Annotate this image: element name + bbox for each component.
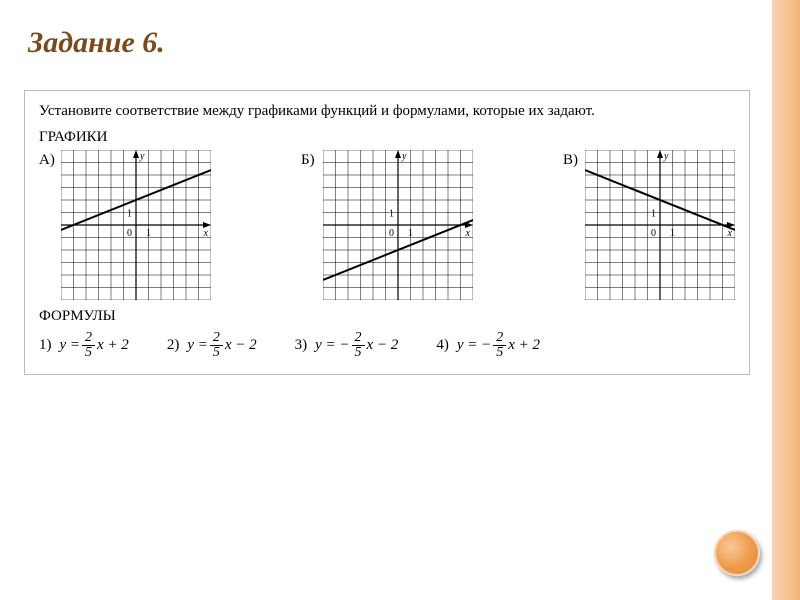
formulas-row: 1) y = 25x + 2 2) y = 25x − 2 3) y = − 25x − … [39, 331, 735, 360]
chart-col: В) y x 1 0 1 [563, 150, 735, 300]
task-box: Установите соответствие между графиками … [24, 90, 750, 375]
svg-text:x: x [203, 228, 209, 239]
side-accent-band [772, 0, 800, 600]
formula-math: y = − 25x + 2 [457, 331, 540, 360]
formula-math: y = 25x − 2 [187, 331, 256, 360]
chart-letter: В) [563, 150, 585, 169]
graphs-section-label: ГРАФИКИ [39, 129, 735, 146]
charts-row: А) y x 1 0 1 Б) y x 1 0 1 В) y x 1 0 1 [39, 150, 735, 300]
svg-text:1: 1 [408, 228, 413, 239]
chart-letter: Б) [301, 150, 323, 169]
formula-number: 4) [436, 337, 449, 354]
slide-title: Задание 6. [28, 26, 165, 60]
chart-plot: y x 1 0 1 [323, 150, 473, 300]
svg-text:0: 0 [389, 228, 394, 239]
next-button[interactable] [714, 530, 760, 576]
svg-text:0: 0 [127, 228, 132, 239]
chart-col: А) y x 1 0 1 [39, 150, 211, 300]
svg-text:1: 1 [389, 209, 394, 220]
formula-number: 2) [167, 337, 180, 354]
svg-text:y: y [663, 151, 669, 162]
svg-text:y: y [139, 151, 145, 162]
svg-text:x: x [727, 228, 733, 239]
formula-number: 3) [295, 337, 308, 354]
svg-text:0: 0 [651, 228, 656, 239]
svg-text:1: 1 [127, 209, 132, 220]
chart-col: Б) y x 1 0 1 [301, 150, 473, 300]
svg-text:1: 1 [670, 228, 675, 239]
svg-text:x: x [465, 228, 471, 239]
svg-text:y: y [401, 151, 407, 162]
formula-number: 1) [39, 337, 52, 354]
formulas-section-label: ФОРМУЛЫ [39, 308, 735, 325]
formula-math: y = − 25x − 2 [315, 331, 398, 360]
formula-item: 3) y = − 25x − 2 [295, 331, 399, 360]
chart-plot: y x 1 0 1 [61, 150, 211, 300]
chart-plot: y x 1 0 1 [585, 150, 735, 300]
svg-text:1: 1 [651, 209, 656, 220]
formula-item: 4) y = − 25x + 2 [436, 331, 540, 360]
formula-math: y = 25x + 2 [60, 331, 129, 360]
chart-letter: А) [39, 150, 61, 169]
svg-text:1: 1 [146, 228, 151, 239]
formula-item: 2) y = 25x − 2 [167, 331, 257, 360]
formula-item: 1) y = 25x + 2 [39, 331, 129, 360]
task-text: Установите соответствие между графиками … [39, 101, 735, 121]
